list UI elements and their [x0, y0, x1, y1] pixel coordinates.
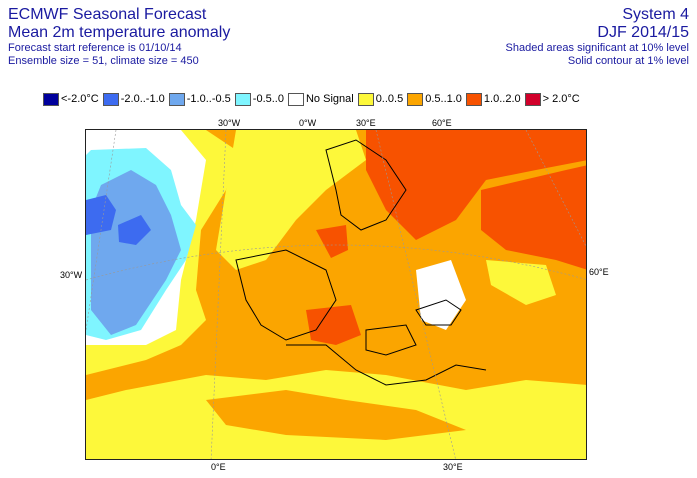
graticule-lon-30	[375, 130, 456, 459]
coast-caspian	[415, 299, 462, 326]
legend-label: -0.5..0	[252, 93, 284, 105]
legend-label: <-2.0°C	[61, 93, 99, 105]
zone-yellow-north	[216, 130, 366, 270]
zone-cold-north	[86, 195, 116, 235]
graticule-lon-0	[210, 130, 227, 459]
zone-cold-mid	[118, 215, 151, 245]
graticule-lon-30w	[86, 130, 117, 331]
legend-item: -1.0..-0.5	[168, 92, 231, 106]
lat-label-right: 60°E	[589, 267, 609, 277]
coast-europe	[235, 249, 337, 341]
graticule-lon-60	[525, 130, 586, 247]
legend-swatch	[43, 92, 59, 106]
legend-label: 0.5..1.0	[425, 93, 462, 105]
contour-note: Solid contour at 1% level	[567, 55, 689, 67]
legend-label: 1.0..2.0	[483, 93, 521, 105]
shaded-note: Shaded areas significant at 10% level	[505, 42, 689, 54]
lon-label-top-60e: 60°E	[432, 118, 452, 128]
anomaly-map	[85, 129, 587, 460]
legend-label: -2.0..-1.0	[120, 93, 165, 105]
lon-label-top-0: 0°W	[299, 118, 317, 128]
zone-yellow-east	[486, 260, 556, 305]
legend-item: 1.0..2.0	[465, 92, 521, 106]
coast-black-sea	[365, 324, 417, 356]
legend-label: No Signal	[305, 93, 354, 105]
header-left: ECMWF Seasonal Forecast Mean 2m temperat…	[8, 6, 230, 68]
legend-label: -1.0..-0.5	[186, 93, 231, 105]
color-legend: <-2.0°C -2.0..-1.0 -1.0..-0.5 -0.5..0 No Sig…	[43, 92, 584, 106]
legend-item: -2.0..-1.0	[102, 92, 165, 106]
zone-orange-south	[206, 390, 466, 440]
legend-item: 0..0.5	[357, 92, 404, 106]
zone-hot-north	[366, 130, 586, 240]
legend-swatch	[407, 92, 424, 106]
graticule-lat	[86, 244, 586, 281]
period-label: DJF 2014/15	[597, 24, 689, 41]
lon-label-bottom-30: 30°E	[443, 462, 463, 472]
legend-swatch	[287, 92, 304, 106]
lon-label-bottom-0: 0°E	[211, 462, 226, 472]
legend-item: > 2.0°C	[524, 92, 580, 106]
legend-swatch	[168, 92, 185, 106]
legend-label: 0..0.5	[375, 93, 404, 105]
chart-subtitle: Mean 2m temperature anomaly	[8, 24, 231, 41]
zone-nosignal-east	[416, 260, 466, 330]
ensemble-size: Ensemble size = 51, climate size = 450	[8, 55, 199, 67]
coast-scandinavia	[325, 139, 407, 231]
chart-title: ECMWF Seasonal Forecast	[8, 6, 207, 23]
lon-label-top-30w: 30°W	[218, 118, 241, 128]
zone-hot-central	[306, 305, 361, 345]
legend-swatch	[357, 92, 374, 106]
legend-item: <-2.0°C	[43, 92, 99, 106]
legend-swatch	[234, 92, 251, 106]
legend-swatch	[524, 92, 541, 106]
forecast-start-ref: Forecast start reference is 01/10/14	[8, 42, 182, 54]
legend-item: 0.5..1.0	[407, 92, 462, 106]
lon-label-top-30e: 30°E	[356, 118, 376, 128]
legend-swatch	[102, 92, 119, 106]
header-right: System 4 DJF 2014/15 Shaded areas signif…	[506, 6, 689, 68]
map-svg	[86, 130, 586, 459]
coast-mediterranean	[286, 344, 487, 386]
legend-item: -0.5..0	[234, 92, 284, 106]
zone-hot-baltic	[316, 225, 348, 258]
legend-swatch	[465, 92, 482, 106]
system-label: System 4	[622, 6, 689, 23]
legend-label: > 2.0°C	[542, 93, 580, 105]
zone-hot-east	[481, 165, 586, 270]
lat-label-left: 30°W	[60, 270, 83, 280]
legend-item: No Signal	[287, 92, 354, 106]
